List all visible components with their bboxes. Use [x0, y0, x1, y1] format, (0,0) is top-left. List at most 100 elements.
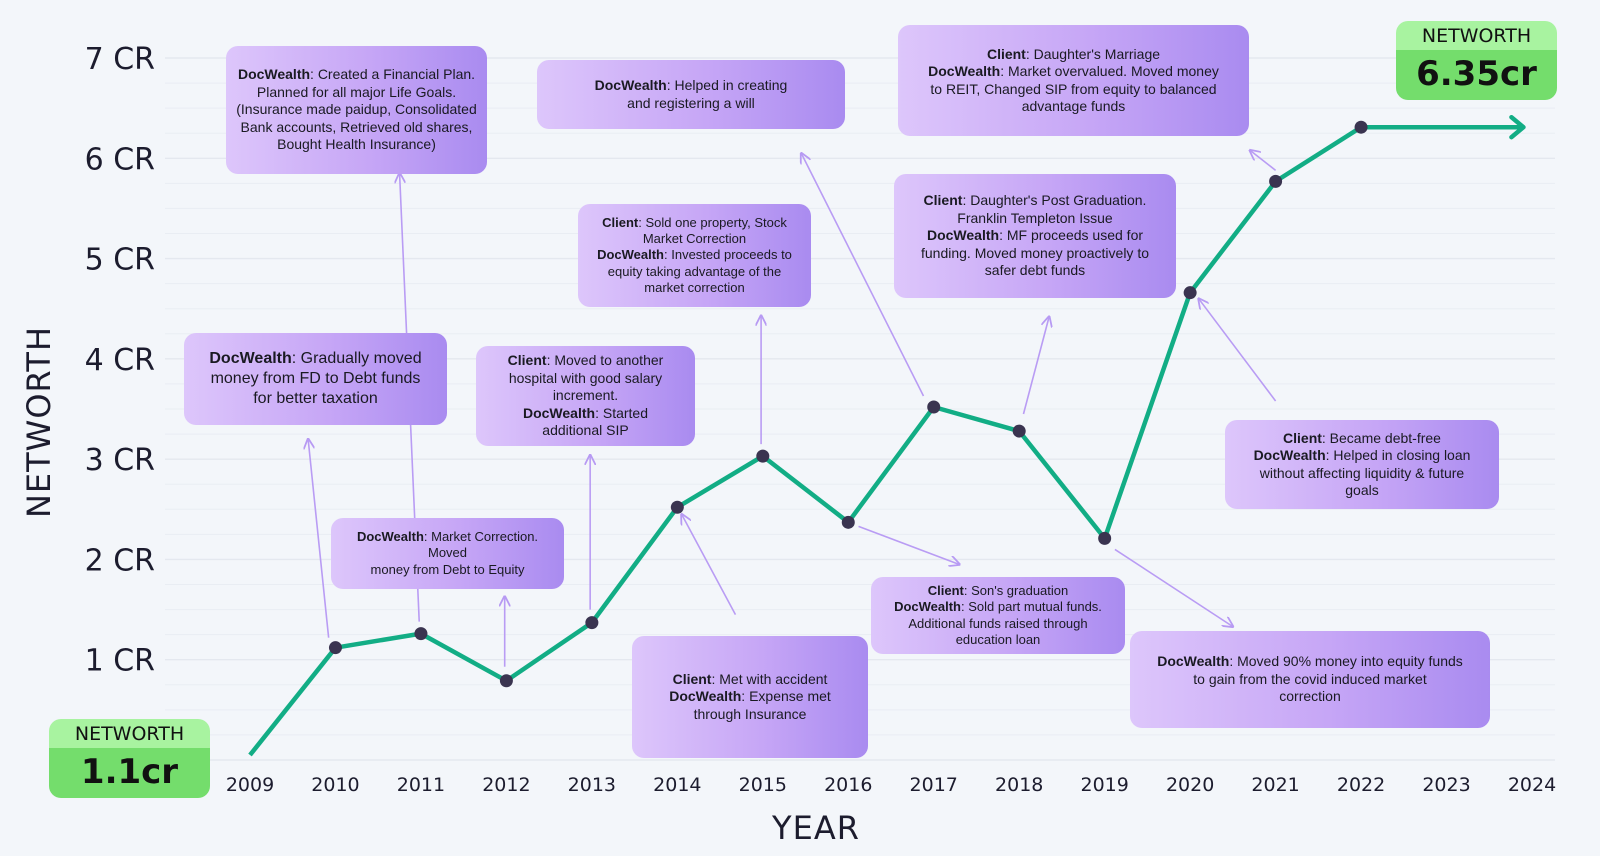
annotation-line: to REIT, Changed SIP from equity to bala… [928, 81, 1219, 99]
annotation-text: : Daughter's Marriage [1025, 45, 1161, 62]
annotation-text: and registering a will [627, 94, 755, 111]
annotation-text: : Moved 90% money into equity funds [1229, 653, 1463, 670]
annotation-text: without affecting liquidity & future [1259, 464, 1465, 481]
annotation-actor: Client [602, 214, 639, 230]
data-point [1012, 424, 1026, 438]
x-tick-label: 2021 [1251, 774, 1299, 796]
x-tick-label: 2017 [910, 774, 958, 796]
annotation-leader-arrow [801, 153, 925, 397]
x-tick-label: 2009 [226, 774, 274, 796]
annotation-text: Franklin Templeton Issue [957, 209, 1113, 226]
annotation-actor: DocWealth [522, 404, 596, 421]
data-point [585, 616, 599, 630]
annotation-text: additional SIP [542, 422, 629, 439]
annotation-box: Client: Son's graduation DocWealth: Sold … [871, 577, 1125, 654]
annotation-text: Bought Health Insurance) [277, 136, 436, 153]
annotation-line: DocWealth: Expense met [669, 688, 831, 706]
annotation-text: : Helped in creating [666, 77, 788, 93]
annotation-line: Bank accounts, Retrieved old shares, [236, 119, 477, 137]
annotation-line: for better taxation [209, 389, 421, 409]
annotation-text: hospital with good salary [508, 369, 663, 386]
annotation-actor: DocWealth [209, 350, 292, 367]
annotation-line: DocWealth: Helped in closing loan [1254, 447, 1471, 465]
annotation-line: Client: Daughter's Marriage [928, 46, 1219, 64]
x-tick-label: 2012 [482, 774, 530, 796]
annotation-box: Client: Sold one property, Stock Market C… [578, 204, 811, 307]
annotation-box: DocWealth: Market Correction. Moved money … [331, 518, 564, 589]
annotation-actor: Client [986, 45, 1026, 62]
annotation-text: money from FD to Debt funds [210, 370, 421, 387]
annotation-actor: Client [507, 352, 547, 369]
annotation-actor: DocWealth [926, 227, 1000, 244]
annotation-leader-arrow [308, 439, 330, 638]
data-point [1098, 531, 1112, 545]
annotation-actor: DocWealth [894, 599, 961, 615]
annotation-line: market correction [597, 280, 792, 296]
annotation-actor: Client [923, 192, 963, 209]
annotation-text: : MF proceeds used for [999, 227, 1144, 244]
annotation-line: goals [1254, 482, 1471, 500]
annotation-line: Market Correction [597, 231, 792, 247]
annotation-line: DocWealth: MF proceeds used for [921, 227, 1149, 245]
annotation-line: DocWealth: Market overvalued. Moved mone… [928, 63, 1219, 81]
annotation-text: : Became debt-free [1321, 429, 1441, 446]
annotation-line: Client: Moved to another [508, 352, 664, 370]
annotation-text: Bank accounts, Retrieved old shares, [240, 118, 473, 135]
x-tick-label: 2013 [568, 774, 616, 796]
annotation-actor: Client [672, 670, 712, 687]
annotation-text: : Expense met [741, 688, 831, 705]
annotation-text: Moved [427, 545, 468, 561]
annotation-line: without affecting liquidity & future [1254, 465, 1471, 483]
annotation-box: DocWealth: Helped in creating and registe… [537, 60, 845, 129]
annotation-line: Bought Health Insurance) [236, 136, 477, 154]
annotation-line: DocWealth: Invested proceeds to [597, 247, 792, 263]
annotation-line: DocWealth: Helped in creating [595, 77, 788, 95]
series-end-arrow [1509, 114, 1526, 140]
annotation-line: DocWealth: Market Correction. [357, 529, 538, 545]
annotation-text: : Invested proceeds to [664, 247, 792, 263]
annotation-leader-arrow [1114, 548, 1233, 626]
y-axis-label: NETWORTH [20, 326, 58, 518]
annotation-actor: DocWealth [237, 66, 311, 83]
annotation-line: Planned for all major Life Goals. [236, 84, 477, 102]
y-axis-ticks: 1 CR 2 CR 3 CR 4 CR 5 CR 6 CR 7 CR [85, 42, 155, 679]
annotation-text: Market Correction [642, 231, 747, 247]
annotation-leader-arrow [1022, 317, 1049, 415]
annotation-text: market correction [644, 279, 745, 295]
annotation-line: Franklin Templeton Issue [921, 210, 1149, 228]
annotation-line: safer debt funds [921, 262, 1149, 280]
y-tick-label: 6 CR [85, 142, 155, 177]
annotation-text: to REIT, Changed SIP from equity to bala… [930, 80, 1217, 97]
data-point [414, 627, 428, 641]
annotation-line: education loan [894, 632, 1102, 648]
annotation-line: DocWealth: Gradually moved [209, 349, 421, 369]
annotation-leader-arrow [1199, 299, 1277, 402]
data-point [1269, 174, 1283, 188]
annotation-text: safer debt funds [984, 262, 1086, 279]
annotation-line: advantage funds [928, 98, 1219, 116]
annotation-text: : Met with accident [711, 670, 828, 687]
annotation-line: Additional funds raised through [894, 616, 1102, 632]
x-tick-label: 2022 [1337, 774, 1385, 796]
data-point [1354, 120, 1368, 134]
annotation-text: : Started [595, 404, 648, 421]
data-point [670, 500, 684, 514]
x-axis-label: YEAR [771, 809, 860, 847]
annotation-line: additional SIP [508, 422, 664, 440]
x-tick-label: 2024 [1508, 774, 1556, 796]
annotation-leader-arrow [1250, 150, 1277, 171]
annotation-actor: DocWealth [594, 77, 667, 93]
annotation-line: equity taking advantage of the [597, 264, 792, 280]
annotation-text: education loan [955, 631, 1041, 647]
annotation-actor: DocWealth [1157, 653, 1230, 670]
end-networth-badge: NETWORTH 6.35cr [1396, 21, 1557, 100]
x-tick-label: 2018 [995, 774, 1043, 796]
annotation-actor: Client [927, 583, 964, 598]
annotation-text: : Gradually moved [291, 350, 422, 367]
annotation-line: Client: Daughter's Post Graduation. [921, 192, 1149, 210]
annotation-leader-arrow [682, 514, 737, 615]
start-networth-badge: NETWORTH 1.1cr [49, 719, 210, 798]
annotation-line: and registering a will [595, 95, 788, 113]
y-tick-label: 4 CR [85, 343, 155, 378]
annotation-text: : Sold part mutual funds. [961, 599, 1102, 615]
